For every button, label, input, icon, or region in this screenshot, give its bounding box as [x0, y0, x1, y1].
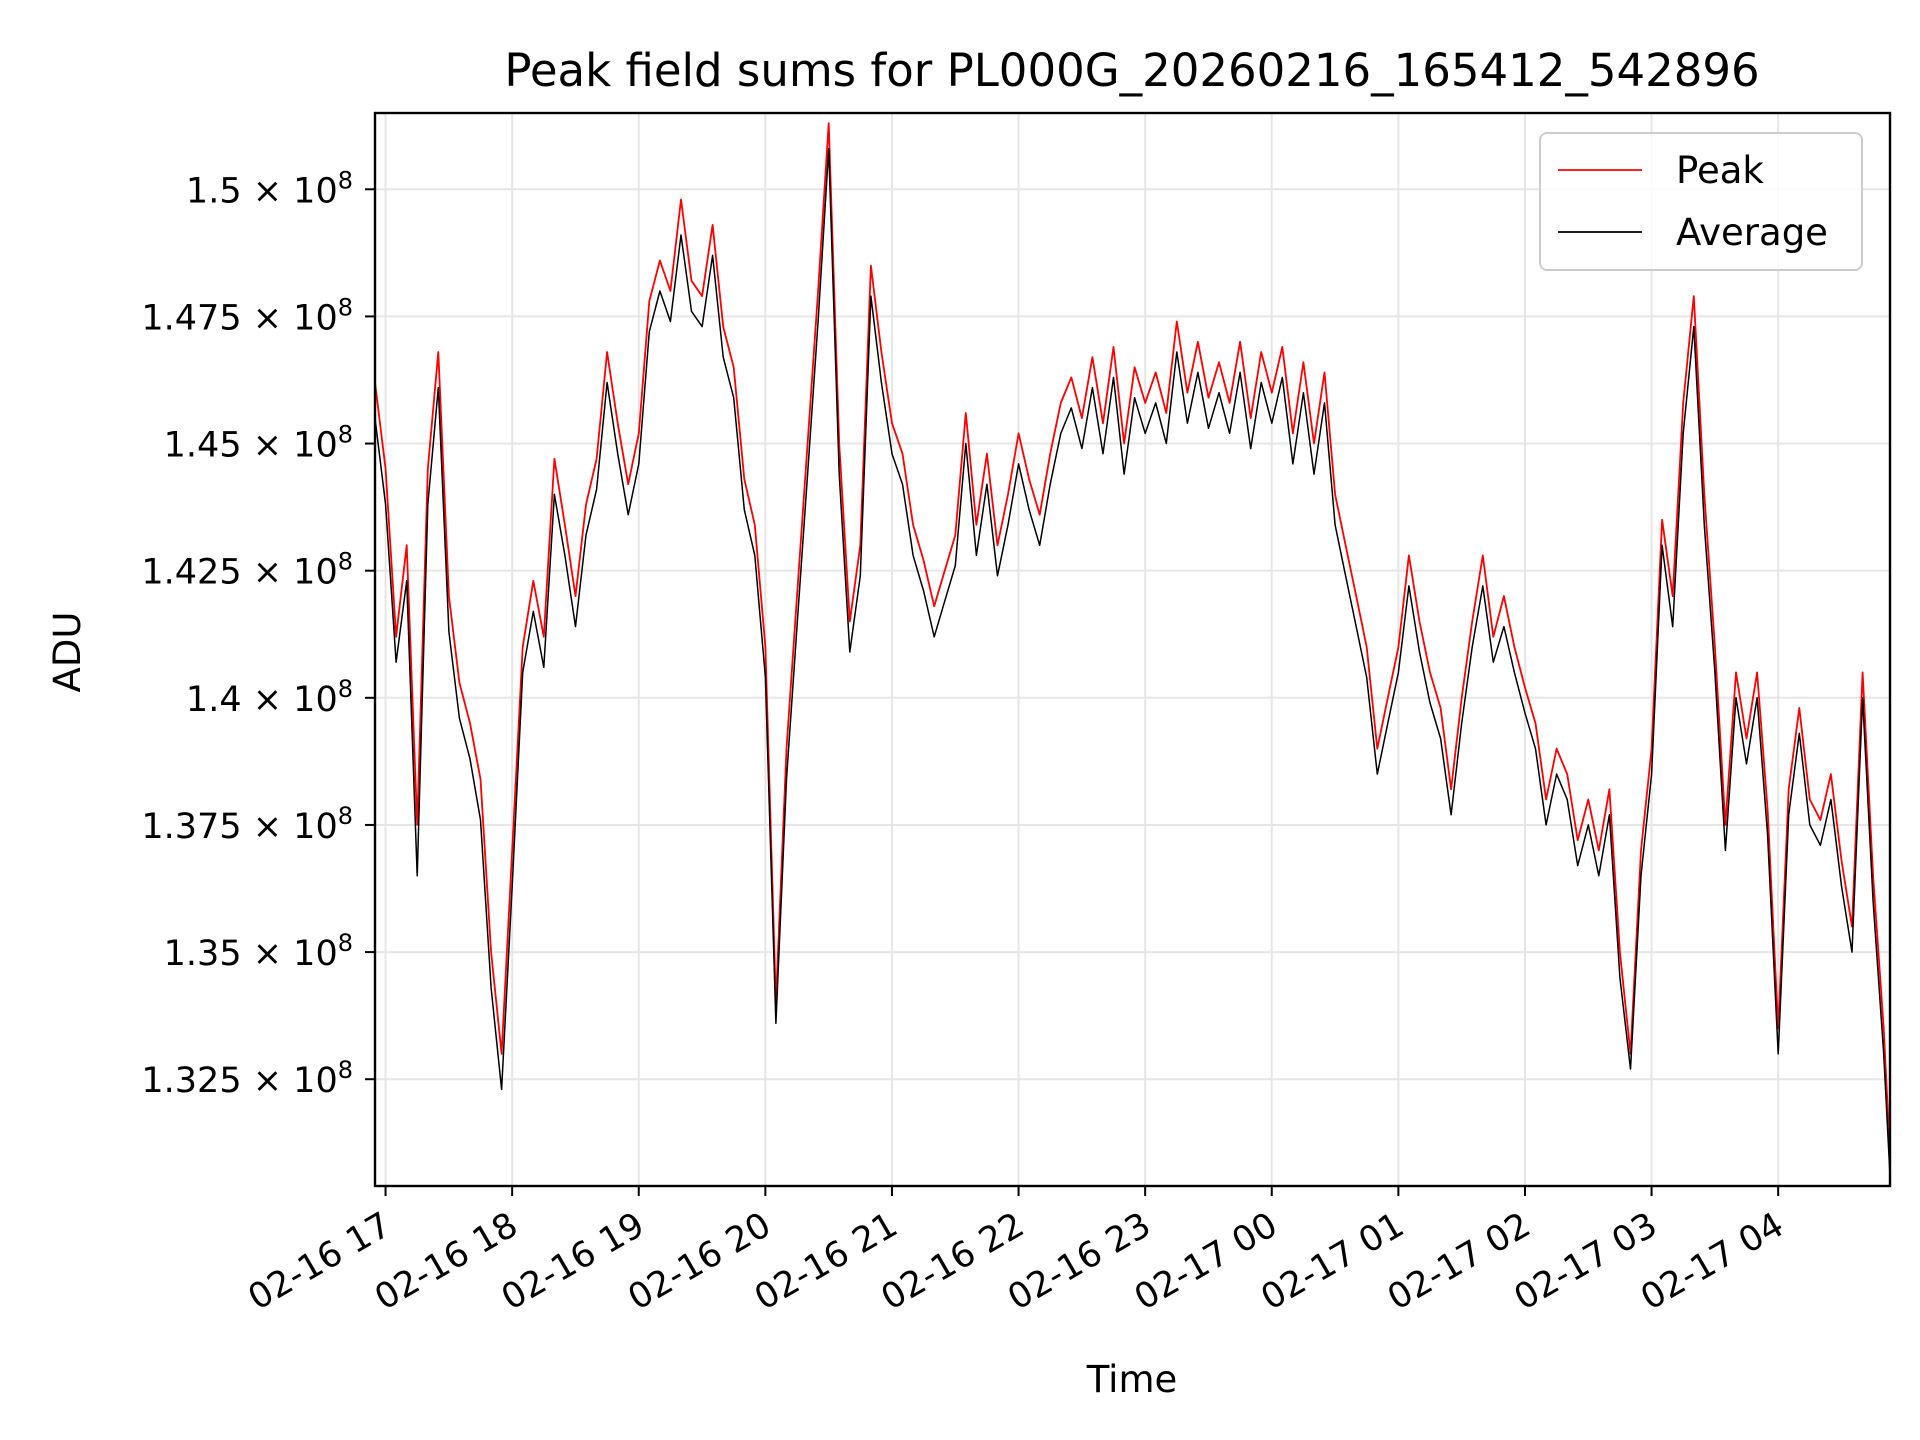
- x-tick-label: 02-17 03: [1508, 1205, 1664, 1318]
- y-tick-label: 1.475 × 108: [141, 293, 353, 338]
- x-tick-label: 02-17 04: [1634, 1205, 1790, 1318]
- x-tick-label: 02-16 21: [748, 1205, 904, 1318]
- grid-lines: [375, 113, 1890, 1186]
- y-tick-label: 1.425 × 108: [141, 548, 353, 593]
- x-tick-label: 02-16 18: [368, 1205, 524, 1318]
- x-tick-label: 02-16 22: [875, 1205, 1031, 1318]
- y-tick-label: 1.5 × 108: [186, 166, 353, 211]
- y-tick-label: 1.45 × 108: [164, 421, 353, 466]
- x-tick-label: 02-16 19: [495, 1205, 651, 1318]
- x-axis-label: Time: [1086, 1358, 1178, 1401]
- y-axis-label: ADU: [46, 612, 89, 693]
- legend-label-peak: Peak: [1676, 149, 1764, 192]
- y-tick-label: 1.325 × 108: [141, 1056, 353, 1101]
- series-layer: [375, 122, 1890, 1176]
- x-tick-label: 02-16 23: [1001, 1205, 1157, 1318]
- legend-label-average: Average: [1676, 211, 1828, 254]
- chart-title: Peak field sums for PL000G_20260216_1654…: [504, 44, 1759, 97]
- y-axis: 1.325 × 108 1.35 × 108 1.375 × 108 1.4 × 10…: [141, 166, 375, 1101]
- y-tick-label: 1.35 × 108: [164, 929, 353, 974]
- x-tick-label: 02-17 00: [1128, 1205, 1284, 1318]
- x-tick-label: 02-16 17: [242, 1205, 398, 1318]
- x-tick-label: 02-17 01: [1255, 1205, 1411, 1318]
- y-tick-label: 1.4 × 108: [186, 675, 353, 720]
- series-line-peak: [375, 122, 1890, 1156]
- y-tick-label: 1.375 × 108: [141, 802, 353, 847]
- x-tick-label: 02-17 02: [1381, 1205, 1537, 1318]
- legend-box: [1539, 132, 1863, 271]
- plot-frame: [373, 111, 1892, 1188]
- series-line-average: [375, 147, 1890, 1176]
- x-tick-label: 02-16 20: [622, 1205, 778, 1318]
- legend: Peak Average: [1539, 132, 1863, 271]
